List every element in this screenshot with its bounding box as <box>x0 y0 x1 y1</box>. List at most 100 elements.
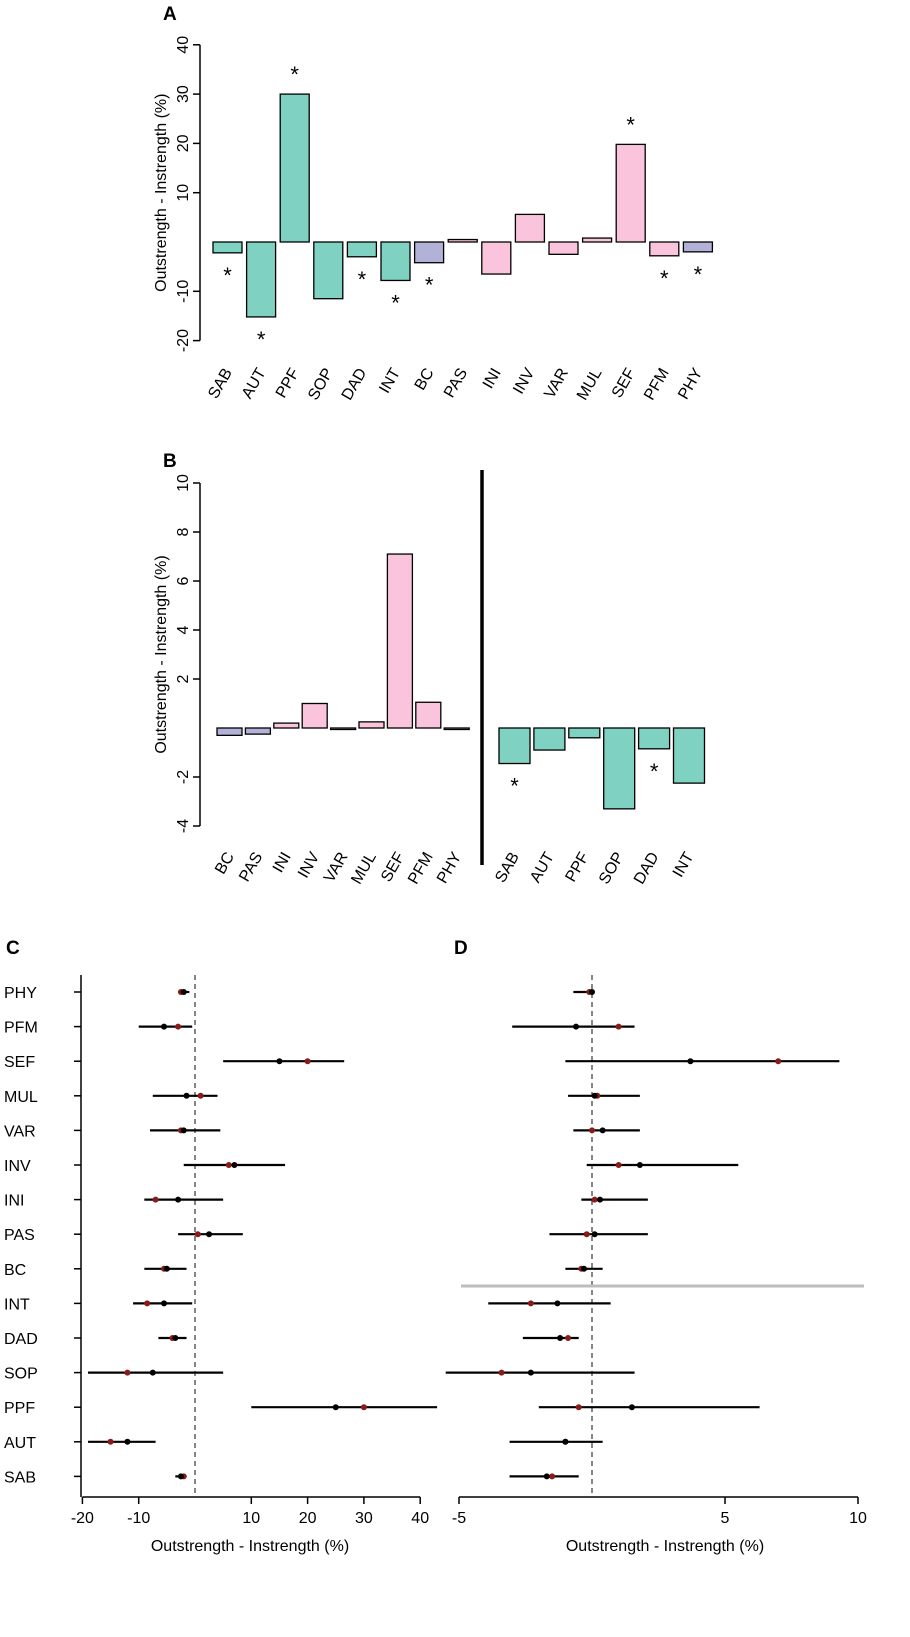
x-tick-label-mul: MUL <box>574 365 606 403</box>
black-estimate-dad <box>172 1335 179 1341</box>
black-estimate-pas <box>591 1231 598 1238</box>
red-estimate-sab <box>549 1473 556 1480</box>
significance-star-dad: * <box>358 267 367 292</box>
red-estimate-aut <box>107 1438 114 1445</box>
bar-int <box>672 727 706 784</box>
black-estimate-bc <box>163 1265 170 1272</box>
x-tick-label-dad: DAD <box>631 850 663 888</box>
red-estimate-sef <box>775 1058 782 1065</box>
x-tick-label-bc: BC <box>412 366 438 394</box>
bar-pfm <box>415 701 442 729</box>
panel-c-interval-plot: C -20 -10 10 20 30 40 Outstrength - Instrength … <box>4 938 438 1555</box>
x-tick-label-pfm: PFM <box>405 850 437 888</box>
bar-var <box>329 727 357 731</box>
bar-phy <box>443 727 470 731</box>
black-estimate-mul <box>183 1092 190 1099</box>
bar-aut <box>533 727 566 751</box>
black-estimate-ini <box>596 1196 603 1203</box>
bar-ini <box>481 241 512 275</box>
bar-sef <box>386 553 414 729</box>
y-tick-label: 40 <box>175 36 192 54</box>
black-estimate-sef <box>687 1058 694 1065</box>
y-tick-label: 2 <box>175 674 192 683</box>
y-tick-label: 8 <box>175 527 192 536</box>
bar-int <box>380 241 411 282</box>
black-estimate-dad <box>557 1335 564 1341</box>
black-estimate-phy <box>589 989 595 995</box>
row-label-ppf: PPF <box>4 1400 35 1417</box>
y-tick-label: 6 <box>175 576 192 585</box>
black-estimate-aut <box>562 1438 569 1445</box>
y-axis-title: Outstrength - Instrength (%) <box>153 94 170 292</box>
red-estimate-mul <box>197 1092 204 1099</box>
x-tick-label-inv: INV <box>295 849 323 881</box>
bar-dad <box>637 727 671 750</box>
bar-bc <box>216 727 243 736</box>
bar-aut <box>245 241 277 318</box>
x-tick-label-sef: SEF <box>378 849 408 885</box>
black-estimate-ppf <box>628 1404 635 1411</box>
black-estimate-bc <box>581 1265 588 1272</box>
y-tick-label: 10 <box>175 184 192 202</box>
bar-pas <box>244 727 272 735</box>
significance-star-aut: * <box>257 327 266 352</box>
black-estimate-inv <box>231 1162 238 1168</box>
bar-bc <box>413 241 445 264</box>
row-label-phy: PHY <box>4 985 37 1002</box>
x-tick-label-pfm: PFM <box>641 366 673 404</box>
red-estimate-dad <box>565 1335 572 1341</box>
x-tick-label: 20 <box>299 1510 317 1527</box>
black-estimate-inv <box>636 1162 643 1168</box>
black-estimate-phy <box>180 989 187 995</box>
panel-label-d: D <box>454 938 468 959</box>
x-tick-label-mul: MUL <box>348 849 380 887</box>
bar-mul <box>581 237 613 243</box>
row-label-sab: SAB <box>4 1469 36 1486</box>
x-tick-label-int: INT <box>376 365 404 396</box>
black-estimate-mul <box>591 1092 598 1099</box>
panel-label-b: B <box>163 451 177 472</box>
y-tick-label: 30 <box>175 85 192 103</box>
y-tick-label: 10 <box>175 474 192 492</box>
panel-b-bar-chart: B -4 -2 2 4 6 8 10 Outstrength - Instrength (%) B… <box>153 451 706 888</box>
bar-dad <box>346 241 378 258</box>
bar-sab <box>212 241 243 254</box>
significance-star-int: * <box>391 290 400 315</box>
x-tick-label-ini: INI <box>270 850 295 876</box>
x-tick-label-dad: DAD <box>339 366 371 404</box>
x-tick-label-inv: INV <box>510 365 538 397</box>
bar-sab <box>498 727 531 765</box>
x-tick-label: 30 <box>355 1510 373 1527</box>
x-tick-label-pas: PAS <box>236 850 266 885</box>
row-label-var: VAR <box>4 1123 36 1140</box>
bar-var <box>548 241 579 255</box>
bar-mul <box>358 721 385 729</box>
x-tick-label: -5 <box>452 1510 466 1527</box>
y-tick-label: 4 <box>175 625 192 634</box>
red-estimate-pfm <box>175 1023 182 1030</box>
black-estimate-int <box>161 1300 168 1307</box>
red-estimate-pas <box>194 1231 201 1238</box>
significance-star-dad: * <box>650 759 659 784</box>
red-estimate-sop <box>498 1369 505 1376</box>
panel-a-bar-chart: A -20 -10 10 20 30 40 Outstrength - Instrength … <box>153 4 714 404</box>
y-tick-label: -4 <box>175 819 192 833</box>
x-tick-label: -20 <box>71 1510 94 1527</box>
x-tick-label-sef: SEF <box>609 365 639 401</box>
significance-star-sab: * <box>510 774 519 799</box>
y-axis-title: Outstrength - Instrength (%) <box>153 555 170 753</box>
bar-phy <box>682 241 714 253</box>
bar-pas <box>447 238 478 243</box>
red-estimate-var <box>589 1127 595 1134</box>
x-tick-label-ppf: PPF <box>273 365 303 401</box>
bar-inv <box>514 213 546 243</box>
x-tick-label-ppf: PPF <box>562 849 592 885</box>
x-tick-label-sab: SAB <box>205 366 236 402</box>
x-tick-label-aut: AUT <box>527 849 558 885</box>
row-label-dad: DAD <box>4 1331 38 1348</box>
row-label-sef: SEF <box>4 1054 35 1071</box>
x-tick-label: -10 <box>127 1510 150 1527</box>
x-tick-label: 40 <box>411 1510 429 1527</box>
y-tick-label: -10 <box>175 280 192 303</box>
